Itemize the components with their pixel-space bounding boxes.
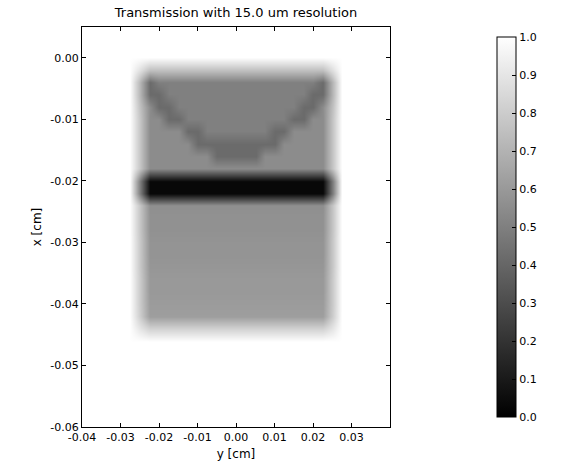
svg-text:-0.03: -0.03 [106, 431, 134, 444]
svg-text:0.00: 0.00 [54, 52, 79, 65]
svg-text:0.3: 0.3 [519, 297, 537, 310]
svg-text:0.03: 0.03 [339, 431, 364, 444]
svg-text:0.02: 0.02 [301, 431, 326, 444]
svg-text:y [cm]: y [cm] [217, 447, 256, 461]
svg-text:-0.01: -0.01 [183, 431, 211, 444]
svg-text:0.2: 0.2 [519, 335, 537, 348]
svg-text:0.7: 0.7 [519, 145, 537, 158]
svg-text:1.0: 1.0 [519, 31, 537, 44]
svg-text:0.01: 0.01 [262, 431, 287, 444]
svg-text:0.0: 0.0 [519, 411, 537, 424]
svg-text:-0.03: -0.03 [50, 236, 78, 249]
svg-text:-0.04: -0.04 [68, 431, 96, 444]
svg-text:0.9: 0.9 [519, 69, 537, 82]
svg-text:0.00: 0.00 [224, 431, 249, 444]
svg-text:-0.01: -0.01 [50, 113, 78, 126]
svg-text:0.5: 0.5 [519, 221, 537, 234]
svg-text:-0.02: -0.02 [50, 175, 78, 188]
svg-text:0.4: 0.4 [519, 259, 537, 272]
svg-text:-0.02: -0.02 [145, 431, 173, 444]
svg-text:x [cm]: x [cm] [30, 208, 44, 247]
svg-text:-0.05: -0.05 [50, 359, 78, 372]
svg-text:-0.04: -0.04 [50, 298, 78, 311]
svg-text:0.8: 0.8 [519, 107, 537, 120]
svg-text:Transmission with 15.0 um reso: Transmission with 15.0 um resolution [114, 5, 357, 20]
svg-text:0.1: 0.1 [519, 373, 537, 386]
svg-text:-0.06: -0.06 [50, 421, 78, 434]
svg-text:0.6: 0.6 [519, 183, 537, 196]
